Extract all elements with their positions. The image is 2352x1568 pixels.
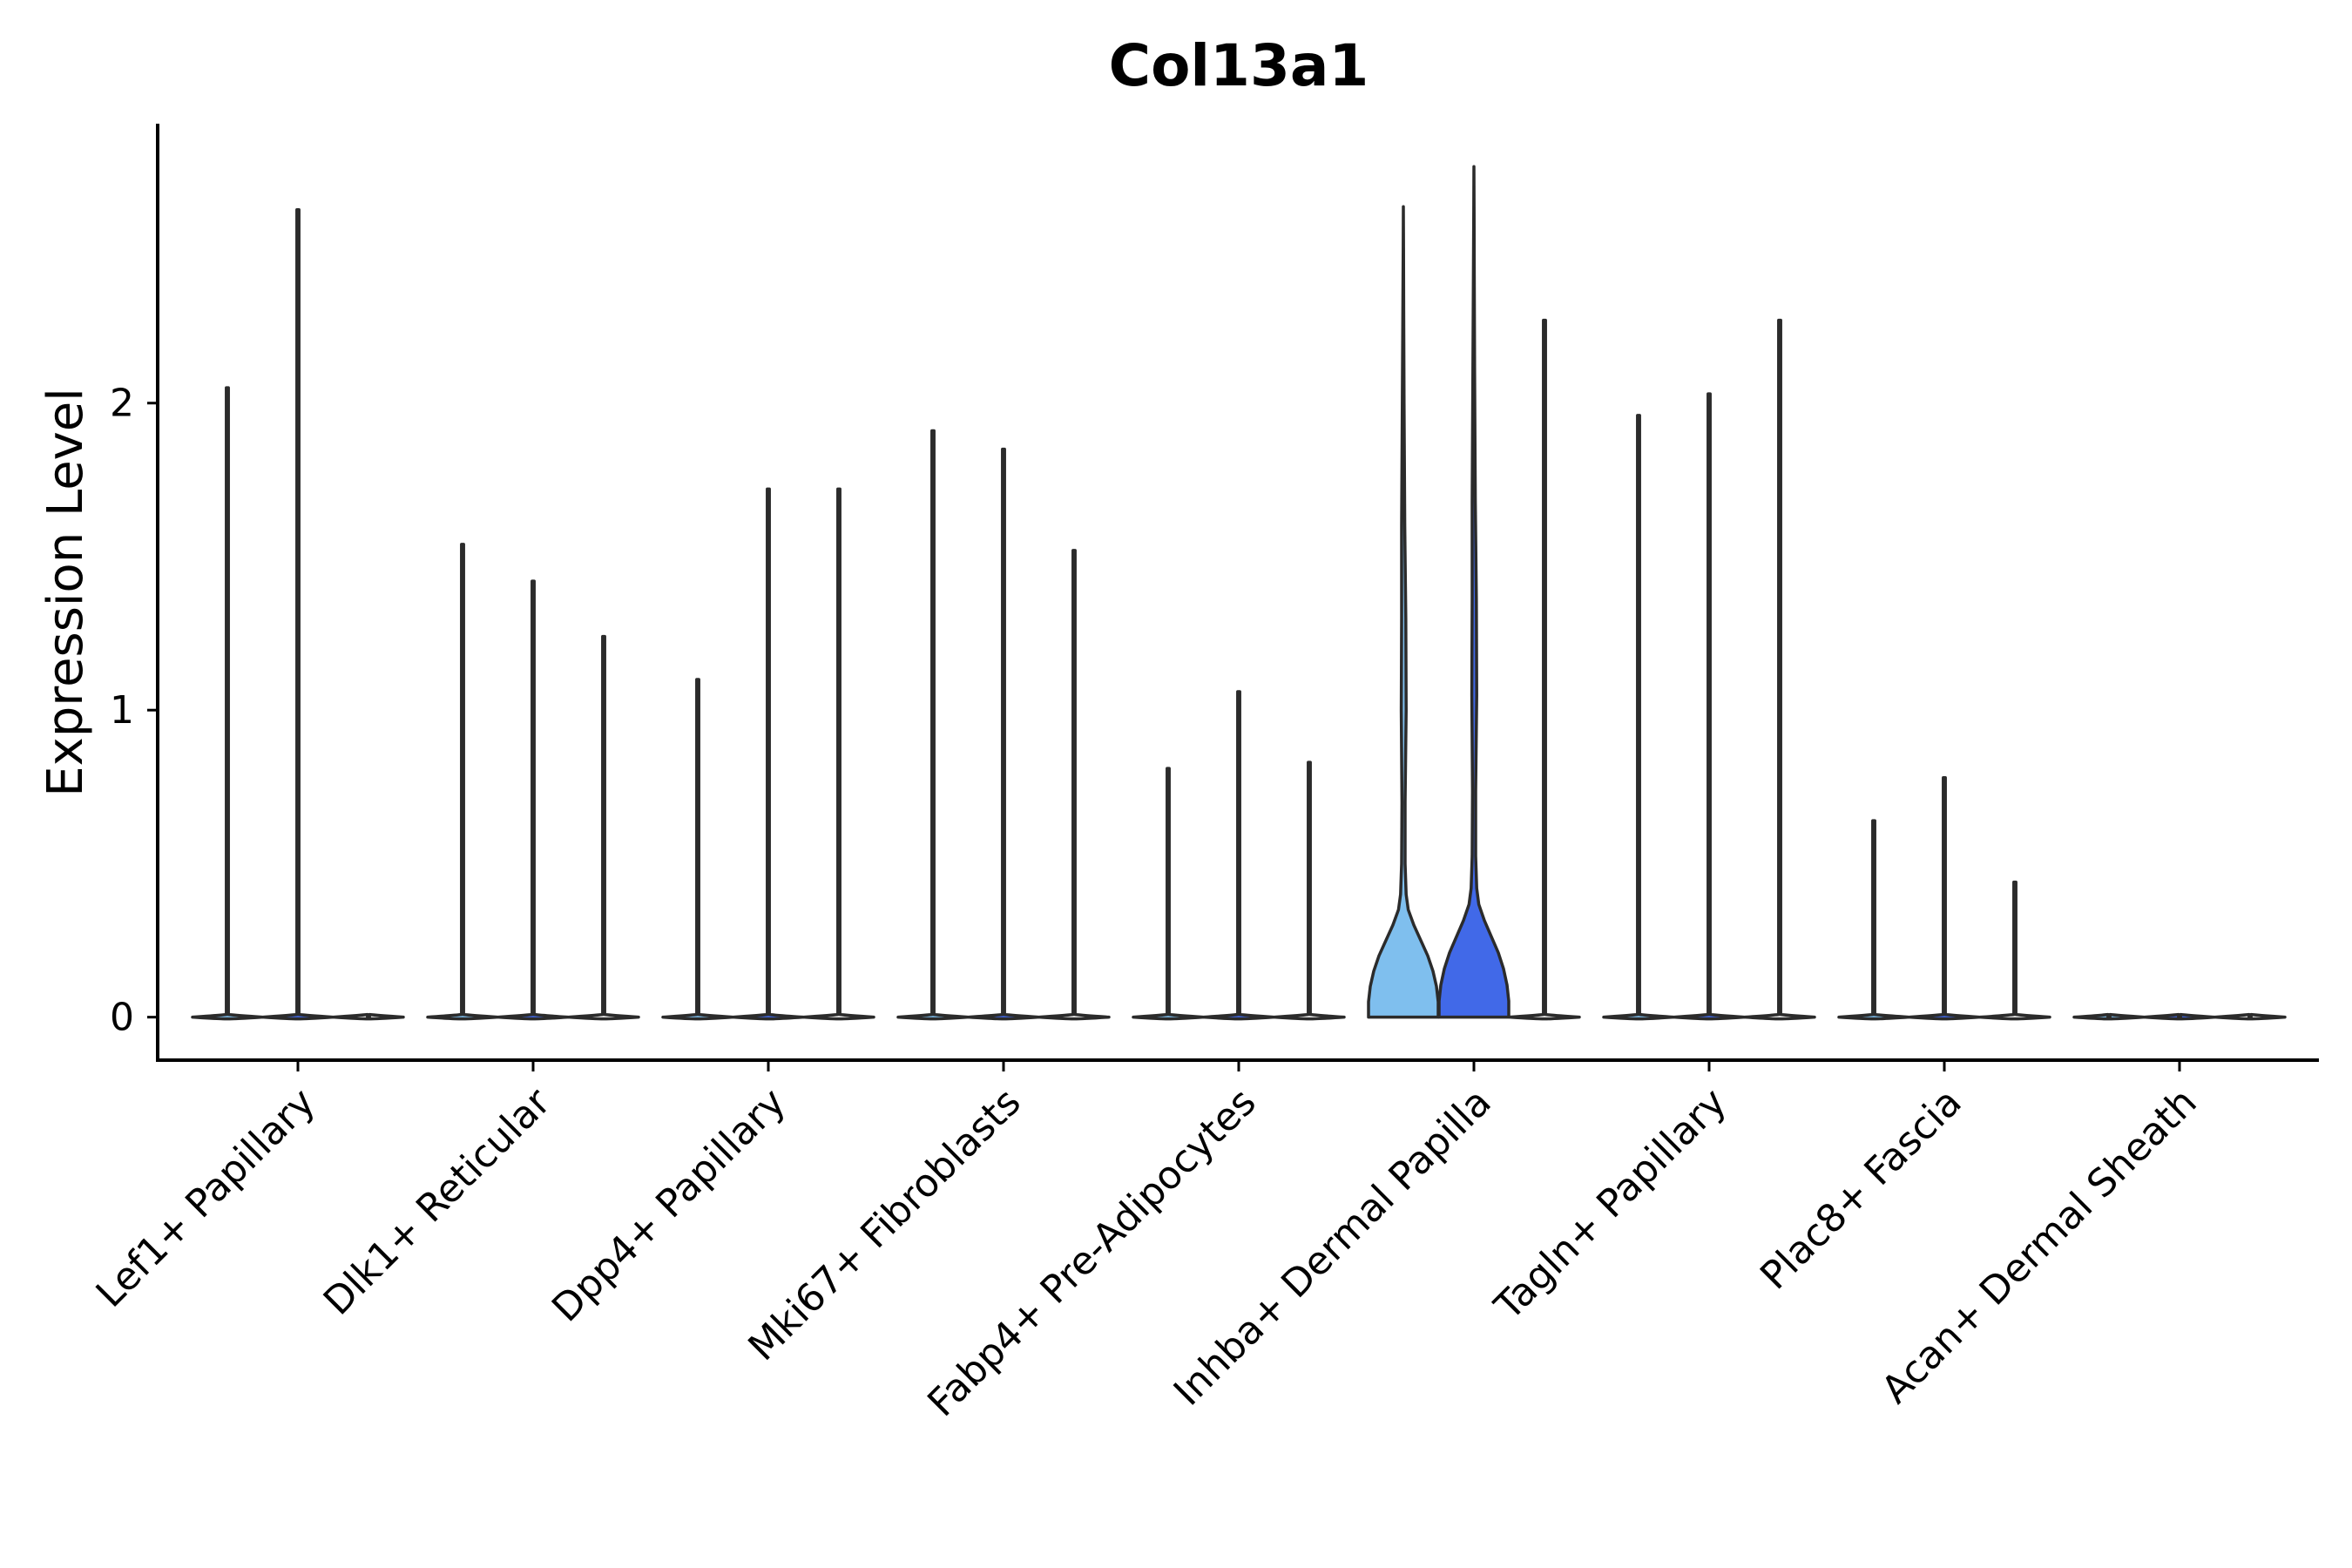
violin-4-0	[1132, 767, 1205, 1021]
violin-8-1	[2143, 1012, 2216, 1021]
violin-1-0	[426, 543, 499, 1021]
violin-6-0	[1602, 414, 1675, 1021]
violin-group	[191, 165, 2287, 1021]
violin-0-2	[332, 1012, 405, 1021]
x-tick-label-2: Dpp4+ Papillary	[544, 1080, 794, 1331]
violin-2-2	[802, 487, 875, 1021]
violin-2-1	[732, 487, 805, 1021]
violin-3-2	[1037, 549, 1111, 1021]
violin-4-2	[1273, 760, 1346, 1021]
violin-0-1	[261, 207, 335, 1021]
violin-1-2	[567, 634, 640, 1021]
violin-7-1	[1908, 775, 1981, 1021]
violin-8-0	[2072, 1012, 2146, 1021]
violin-3-1	[967, 447, 1040, 1021]
y-axis-label: Expression Level	[37, 388, 94, 797]
chart-title: Col13a1	[1109, 32, 1369, 99]
violin-0-0	[191, 386, 264, 1021]
violin-5-0	[1367, 205, 1440, 1019]
violin-1-1	[497, 579, 570, 1021]
violin-8-2	[2213, 1012, 2287, 1021]
violin-5-1	[1437, 165, 1511, 1019]
x-tick-label-0: Lef1+ Papillary	[88, 1080, 324, 1316]
violin-6-2	[1743, 318, 1816, 1021]
x-tick-label-6: Tagln+ Papillary	[1486, 1080, 1735, 1329]
y-tick-label-0: 0	[110, 996, 134, 1040]
violin-3-0	[896, 429, 970, 1021]
y-tick-label-1: 1	[110, 688, 134, 733]
y-tick-label-2: 2	[110, 382, 134, 426]
violin-7-2	[1978, 880, 2051, 1021]
violin-4-1	[1202, 690, 1275, 1021]
x-tick-label-1: Dlk1+ Reticular	[315, 1079, 560, 1324]
y-ticks: 0 1 2	[110, 382, 158, 1040]
violin-2-0	[661, 678, 734, 1021]
violin-7-0	[1837, 819, 1910, 1021]
violin-5-2	[1508, 318, 1581, 1021]
x-tick-label-7: Plac8+ Fascia	[1752, 1080, 1970, 1299]
violin-6-1	[1673, 392, 1746, 1021]
